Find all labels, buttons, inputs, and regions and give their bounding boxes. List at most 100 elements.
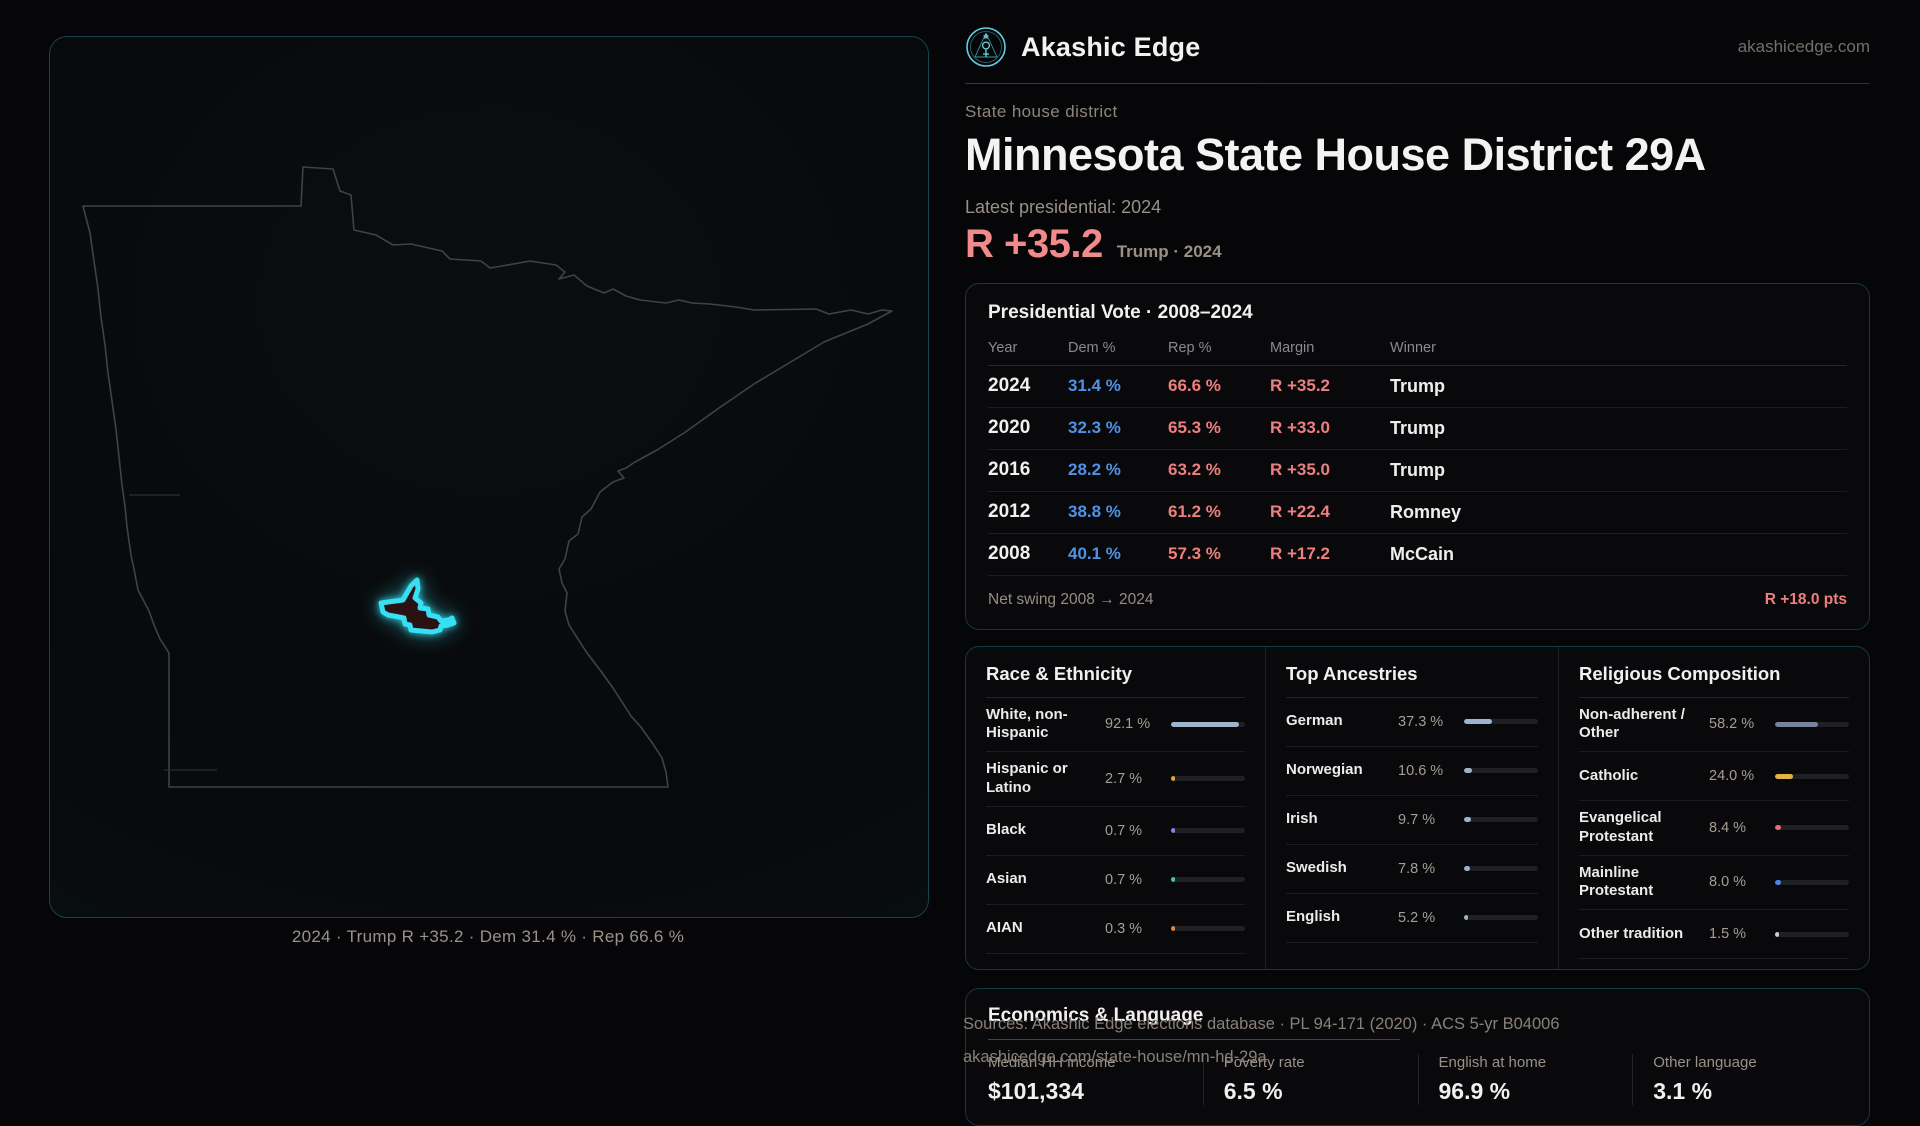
demo-value: 0.3 %	[1105, 920, 1143, 937]
demo-bar	[1171, 926, 1245, 931]
race-ethnicity-title: Race & Ethnicity	[986, 662, 1132, 684]
demo-bar	[1171, 721, 1245, 727]
demo-bar-fill	[1171, 926, 1175, 931]
race-ethnicity-column: Race & Ethnicity White, non-Hispanic 92.1…	[966, 647, 1265, 970]
economics-language-panel: Economics & Language Median HH income $10…	[965, 988, 1870, 1126]
demo-label: Mainline Protestant	[1579, 863, 1654, 900]
demo-value: 8.4 %	[1709, 819, 1747, 836]
demo-value: 0.7 %	[1105, 822, 1143, 839]
economics-stat-value: 6.5 %	[1223, 1078, 1283, 1104]
demo-label: Asian	[986, 870, 1027, 888]
col-rep: Rep %	[1168, 340, 1212, 356]
demo-bar-fill	[1171, 721, 1240, 727]
col-year: Year	[988, 340, 1018, 356]
demo-label: Non-adherent / Other	[1579, 705, 1685, 742]
cell-margin: R +22.4	[1270, 502, 1331, 521]
demo-value: 10.6 %	[1398, 762, 1444, 779]
demo-bar	[1171, 828, 1245, 833]
race-ethnicity-list: White, non-Hispanic 92.1 % Hispanic or Lat…	[986, 698, 1245, 954]
list-item: Hispanic or Latino 2.7 %	[986, 752, 1245, 807]
cell-margin: R +35.2	[1270, 376, 1331, 395]
cell-rep-pct: 66.6 %	[1168, 376, 1221, 395]
demo-value: 7.8 %	[1398, 860, 1436, 877]
demo-value: 0.7 %	[1105, 871, 1143, 888]
top-ancestries-column: Top Ancestries German 37.3 % Norwegian 10.6…	[1265, 646, 1558, 969]
minnesota-outline	[82, 166, 893, 788]
economics-stat-value: $101,334	[988, 1078, 1084, 1104]
cell-dem-pct: 40.1 %	[1068, 544, 1121, 563]
economics-divider	[988, 1039, 1401, 1040]
list-item: English 5.2 %	[1286, 894, 1539, 943]
divider	[1286, 696, 1539, 698]
demo-label: Evangelical Protestant	[1579, 809, 1662, 845]
list-item: Non-adherent / Other 58.2 %	[1579, 698, 1849, 752]
demo-bar-fill	[1775, 773, 1793, 779]
table-header-row: Year Dem % Rep % Margin Winner	[988, 332, 1847, 366]
demo-bar	[1775, 825, 1849, 831]
demo-bar	[1464, 866, 1539, 871]
religious-composition-list: Non-adherent / Other 58.2 % Catholic 24.0 %…	[1579, 698, 1849, 959]
demo-bar	[1775, 931, 1849, 937]
demo-label: Irish	[1286, 810, 1318, 828]
col-winner: Winner	[1390, 340, 1436, 356]
religious-composition-column: Religious Composition Non-adherent / Oth…	[1558, 646, 1869, 969]
brand-domain: akashicedge.com	[1737, 37, 1870, 56]
net-swing-value: R +18.0 pts	[1764, 590, 1847, 608]
list-item: AIAN 0.3 %	[986, 905, 1245, 954]
demo-bar-fill	[1171, 776, 1175, 782]
demo-bar-fill	[1464, 768, 1472, 773]
economics-stat-label: English at home	[1438, 1054, 1547, 1071]
economics-stat-value: 96.9 %	[1438, 1078, 1511, 1104]
presidential-vote-panel: Presidential Vote · 2008–2024 Year Dem %…	[965, 282, 1870, 630]
district-shape-mn-hd-29a[interactable]	[378, 577, 457, 635]
economics-stat-value: 3.1 %	[1653, 1078, 1713, 1104]
demo-label: German	[1286, 712, 1343, 730]
cell-year: 2016	[988, 459, 1031, 480]
list-item: Evangelical Protestant 8.4 %	[1579, 801, 1849, 856]
demo-label: Norwegian	[1286, 761, 1363, 779]
demo-bar-fill	[1775, 879, 1781, 885]
demographics-panel: Race & Ethnicity White, non-Hispanic 92.1…	[965, 645, 1870, 970]
demo-value: 9.7 %	[1398, 811, 1436, 828]
header-bar: Akashic Edge akashicedge.com	[965, 0, 1870, 68]
demo-bar	[1171, 877, 1245, 882]
demo-bar-fill	[1775, 931, 1779, 937]
district-map-panel	[49, 36, 929, 918]
cell-rep-pct: 65.3 %	[1168, 418, 1221, 437]
demo-value: 58.2 %	[1709, 716, 1755, 733]
cell-winner: Trump	[1390, 459, 1446, 480]
latest-presidential-label: Latest presidential: 2024	[965, 196, 1162, 217]
demo-bar	[1464, 768, 1539, 773]
demo-value: 1.5 %	[1709, 926, 1747, 942]
table-row: 2020 32.3 % 65.3 % R +33.0 Trump	[988, 408, 1847, 450]
demo-label: Catholic	[1579, 766, 1639, 784]
divider	[1579, 696, 1849, 698]
demo-value: 8.0 %	[1709, 874, 1747, 891]
demo-bar-fill	[1171, 877, 1175, 882]
demo-bar	[1775, 773, 1849, 779]
demo-label: Hispanic or Latino	[986, 760, 1068, 796]
cell-rep-pct: 57.3 %	[1168, 544, 1221, 563]
divider	[986, 696, 1245, 698]
list-item: Mainline Protestant 8.0 %	[1579, 856, 1849, 910]
table-row: 2012 38.8 % 61.2 % R +22.4 Romney	[988, 492, 1847, 534]
demo-value: 92.1 %	[1105, 716, 1151, 733]
demo-bar	[1775, 721, 1849, 727]
cell-winner: Trump	[1390, 375, 1446, 396]
demo-bar	[1775, 879, 1849, 885]
list-item: Asian 0.7 %	[986, 856, 1245, 905]
detail-column: Akashic Edge akashicedge.com State house…	[965, 0, 1870, 1126]
list-item: Irish 9.7 %	[1286, 796, 1539, 845]
list-item: Other tradition 1.5 %	[1579, 910, 1849, 959]
list-item: White, non-Hispanic 92.1 %	[986, 698, 1245, 752]
list-item: German 37.3 %	[1286, 698, 1539, 747]
cell-year: 2008	[988, 543, 1031, 564]
table-row: 2024 31.4 % 66.6 % R +35.2 Trump	[988, 366, 1847, 408]
cell-year: 2012	[988, 501, 1031, 522]
headline-margin-value: R +35.2	[965, 221, 1103, 266]
economics-stat-label: Poverty rate	[1223, 1054, 1305, 1071]
demo-label: AIAN	[986, 919, 1023, 937]
demo-bar-fill	[1464, 915, 1469, 920]
demo-label: Black	[986, 821, 1027, 839]
list-item: Catholic 24.0 %	[1579, 752, 1849, 801]
